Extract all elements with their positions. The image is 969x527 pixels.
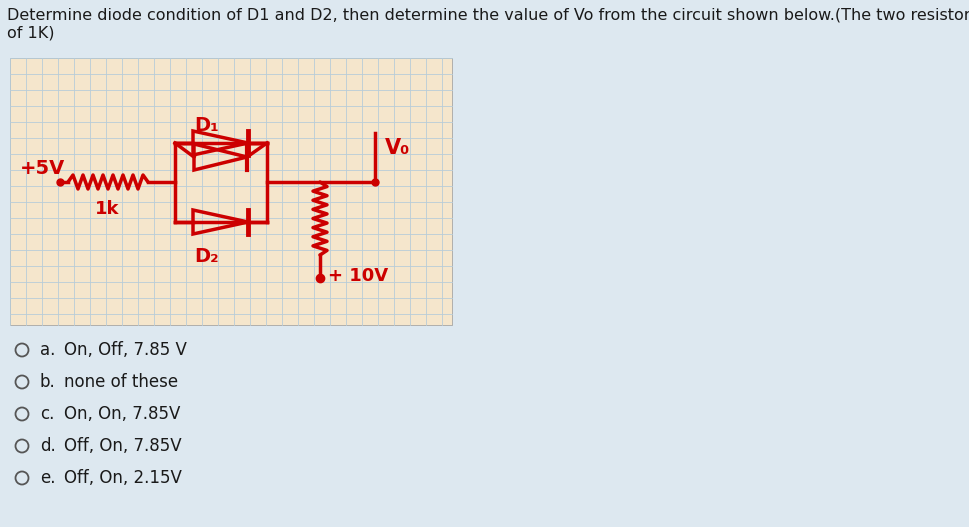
Text: Determine diode condition of D1 and D2, then determine the value of Vo from the : Determine diode condition of D1 and D2, … (7, 8, 969, 23)
Text: none of these: none of these (64, 373, 178, 391)
Text: D₂: D₂ (195, 247, 219, 266)
Text: d.: d. (40, 437, 55, 455)
Text: D₁: D₁ (195, 116, 219, 135)
Text: Off, On, 2.15V: Off, On, 2.15V (64, 469, 182, 487)
Text: a.: a. (40, 341, 55, 359)
Text: of 1K): of 1K) (7, 26, 54, 41)
Text: On, Off, 7.85 V: On, Off, 7.85 V (64, 341, 187, 359)
Bar (10, 58, 452, 325)
Text: c.: c. (40, 405, 54, 423)
Text: b.: b. (40, 373, 55, 391)
Text: + 10V: + 10V (328, 267, 388, 285)
Text: V₀: V₀ (385, 138, 410, 158)
Text: +5V: +5V (20, 159, 65, 178)
Text: 1k: 1k (95, 200, 119, 218)
Text: Off, On, 7.85V: Off, On, 7.85V (64, 437, 181, 455)
Text: On, On, 7.85V: On, On, 7.85V (64, 405, 180, 423)
Text: e.: e. (40, 469, 55, 487)
